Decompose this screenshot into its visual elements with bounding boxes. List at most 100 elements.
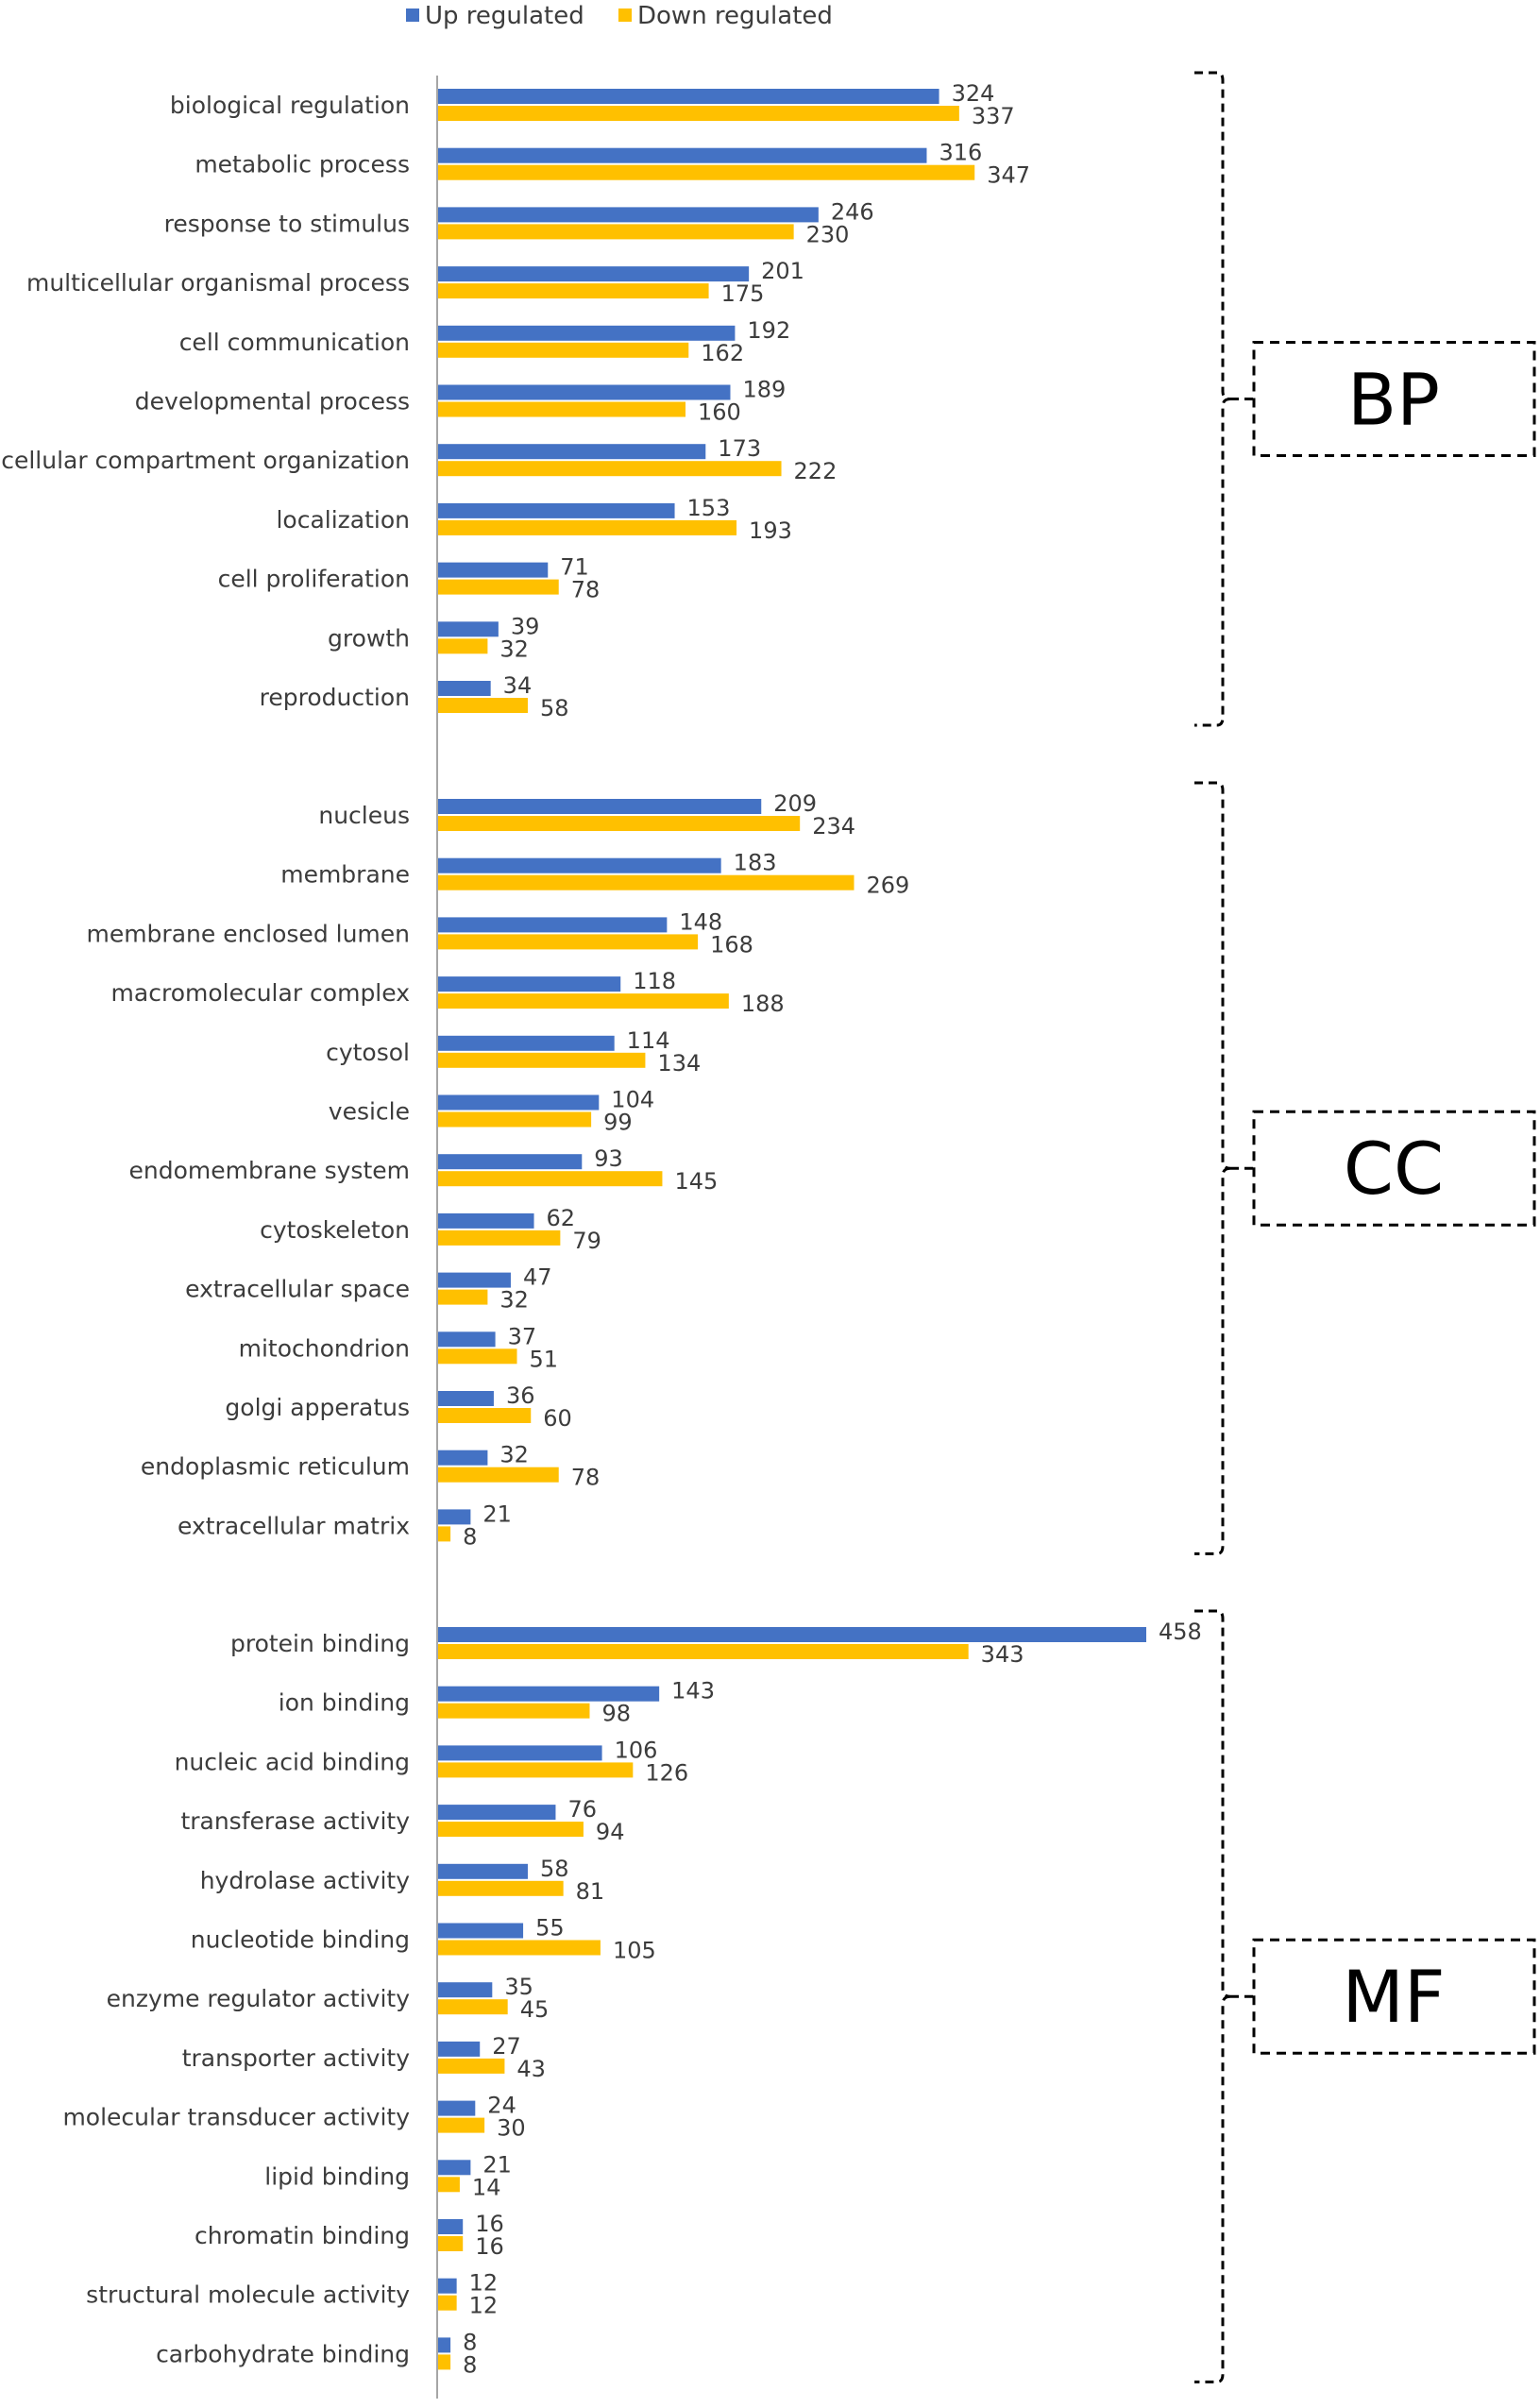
- bar-down-membrane: [438, 874, 855, 890]
- category-label-nucleotide-binding: nucleotide binding: [191, 1926, 410, 1954]
- value-label-down-hydrolase-activity: 81: [576, 1878, 605, 1905]
- bar-up-multicellular-organismal-process: [438, 266, 750, 282]
- value-label-down-multicellular-organismal-process: 175: [721, 280, 765, 307]
- value-label-down-cytosol: 134: [657, 1050, 701, 1077]
- category-label-protein-binding: protein binding: [230, 1630, 410, 1657]
- value-label-down-transporter-activity: 43: [516, 2056, 546, 2082]
- value-label-up-endomembrane-system: 93: [594, 1145, 623, 1172]
- value-label-down-molecular-transducer-activity: 30: [497, 2115, 526, 2142]
- bar-down-carbohydrate-binding: [438, 2354, 451, 2370]
- bar-down-transferase-activity: [438, 1822, 584, 1838]
- bar-up-endomembrane-system: [438, 1154, 583, 1170]
- value-label-up-developmental-process: 189: [742, 377, 786, 403]
- bar-up-cellular-compartment-organization: [438, 444, 706, 460]
- value-label-down-growth: 32: [499, 636, 529, 662]
- bar-up-golgi-apperatus: [438, 1391, 494, 1406]
- value-label-down-mitochondrion: 51: [530, 1346, 559, 1372]
- legend-swatch-up-regulated: [406, 8, 419, 22]
- value-label-down-chromatin-binding: 16: [475, 2233, 504, 2260]
- category-label-membrane-enclosed-lumen: membrane enclosed lumen: [86, 920, 410, 947]
- value-label-up-cellular-compartment-organization: 173: [718, 435, 761, 462]
- value-label-up-mitochondrion: 37: [508, 1323, 537, 1349]
- legend-label-down-regulated: Down regulated: [637, 2, 833, 30]
- bar-up-developmental-process: [438, 384, 731, 400]
- bar-down-response-to-stimulus: [438, 224, 794, 240]
- bar-down-cytosol: [438, 1052, 646, 1068]
- value-label-down-nucleic-acid-binding: 126: [645, 1759, 688, 1786]
- bar-down-cytoskeleton: [438, 1229, 561, 1246]
- value-label-up-carbohydrate-binding: 8: [463, 2329, 477, 2355]
- category-label-growth: growth: [328, 624, 410, 652]
- bar-up-ion-binding: [438, 1686, 660, 1702]
- bar-up-nucleotide-binding: [438, 1923, 524, 1939]
- bar-down-endoplasmic-reticulum: [438, 1467, 559, 1483]
- value-label-down-cell-communication: 162: [701, 340, 744, 366]
- category-label-cytosol: cytosol: [326, 1039, 410, 1066]
- value-label-down-developmental-process: 160: [698, 399, 741, 426]
- category-label-membrane: membrane: [280, 861, 410, 889]
- bar-down-metabolic-process: [438, 164, 975, 180]
- value-label-up-transferase-activity: 76: [567, 1796, 597, 1823]
- category-label-carbohydrate-binding: carbohydrate binding: [156, 2340, 410, 2367]
- bar-up-lipid-binding: [438, 2160, 471, 2176]
- bar-up-growth: [438, 621, 499, 637]
- value-label-up-vesicle: 104: [611, 1087, 654, 1113]
- bar-down-nucleic-acid-binding: [438, 1762, 634, 1778]
- value-label-up-extracellular-space: 47: [523, 1264, 552, 1291]
- bar-down-growth: [438, 638, 488, 654]
- bar-up-cell-communication: [438, 325, 736, 341]
- category-label-cell-communication: cell communication: [179, 329, 410, 356]
- bar-down-localization: [438, 519, 737, 535]
- group-box-mf: [1252, 1938, 1536, 2055]
- value-label-up-golgi-apperatus: 36: [506, 1382, 535, 1409]
- bar-down-biological-regulation: [438, 106, 959, 121]
- category-label-endoplasmic-reticulum: endoplasmic reticulum: [141, 1453, 410, 1481]
- value-label-up-structural-molecule-activity: 12: [469, 2270, 499, 2297]
- value-label-up-lipid-binding: 21: [482, 2151, 512, 2178]
- legend: Up regulated Down regulated: [406, 2, 833, 30]
- category-label-molecular-transducer-activity: molecular transducer activity: [62, 2104, 410, 2131]
- bar-up-biological-regulation: [438, 89, 939, 104]
- bar-up-carbohydrate-binding: [438, 2337, 451, 2353]
- value-label-down-enzyme-regulator-activity: 45: [520, 1996, 550, 2023]
- bars-layer: [438, 89, 1146, 2370]
- value-label-down-reproduction: 58: [540, 695, 569, 721]
- group-label-cc: CC: [1344, 1127, 1444, 1211]
- bar-down-protein-binding: [438, 1644, 969, 1659]
- value-label-down-structural-molecule-activity: 12: [469, 2293, 499, 2319]
- category-label-extracellular-matrix: extracellular matrix: [178, 1512, 410, 1539]
- value-label-up-cytosol: 114: [627, 1027, 670, 1054]
- value-label-up-cytoskeleton: 62: [547, 1205, 576, 1231]
- value-label-up-growth: 39: [511, 613, 540, 639]
- value-label-up-localization: 153: [687, 495, 731, 521]
- bracket-bp: [1194, 71, 1231, 727]
- category-label-reproduction: reproduction: [260, 684, 410, 711]
- bracket-cc: [1194, 781, 1231, 1555]
- bar-down-endomembrane-system: [438, 1171, 663, 1187]
- value-label-up-protein-binding: 458: [1159, 1619, 1202, 1645]
- bar-up-membrane-enclosed-lumen: [438, 917, 668, 933]
- bar-down-enzyme-regulator-activity: [438, 1999, 508, 2015]
- bar-down-developmental-process: [438, 401, 686, 417]
- bar-up-response-to-stimulus: [438, 207, 819, 223]
- value-label-up-metabolic-process: 316: [939, 140, 982, 166]
- value-label-down-metabolic-process: 347: [987, 162, 1030, 189]
- category-label-structural-molecule-activity: structural molecule activity: [86, 2281, 410, 2309]
- category-label-enzyme-regulator-activity: enzyme regulator activity: [107, 1985, 411, 2012]
- category-label-nucleus: nucleus: [318, 802, 410, 829]
- value-label-down-localization: 193: [749, 517, 792, 544]
- bar-up-metabolic-process: [438, 147, 927, 163]
- bar-up-chromatin-binding: [438, 2219, 464, 2234]
- bar-up-nucleic-acid-binding: [438, 1745, 602, 1761]
- value-label-down-endoplasmic-reticulum: 78: [571, 1465, 601, 1491]
- value-label-down-lipid-binding: 14: [472, 2174, 501, 2200]
- group-label-mf: MF: [1342, 1955, 1445, 2039]
- value-label-down-nucleus: 234: [812, 813, 855, 839]
- bar-down-lipid-binding: [438, 2177, 460, 2193]
- bar-down-extracellular-matrix: [438, 1526, 451, 1542]
- category-label-chromatin-binding: chromatin binding: [195, 2222, 410, 2249]
- category-label-biological-regulation: biological regulation: [170, 92, 410, 119]
- category-label-cytoskeleton: cytoskeleton: [260, 1216, 410, 1244]
- value-label-down-vesicle: 99: [603, 1110, 633, 1136]
